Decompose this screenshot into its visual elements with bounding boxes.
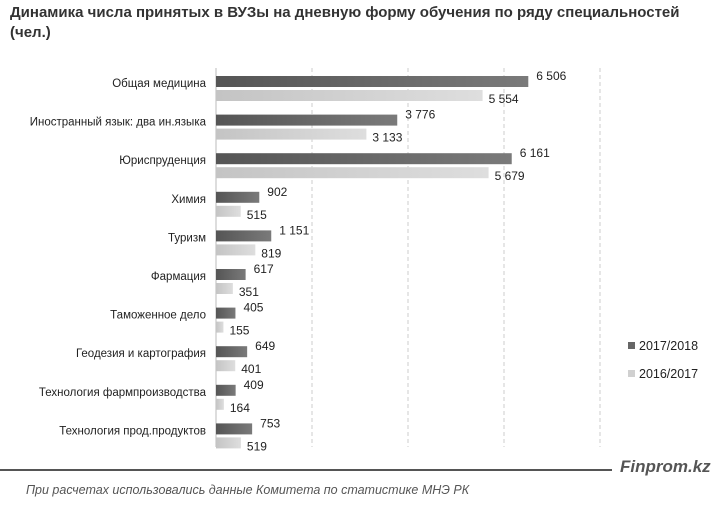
data-label: 649 <box>255 339 275 353</box>
bar-2016/2017 <box>216 360 236 372</box>
category-label: Иностранный язык: два ин.языка <box>30 117 207 129</box>
category-label: Технология фармпроизводства <box>39 387 207 399</box>
chart-title: Динамика числа принятых в ВУЗы на дневну… <box>10 4 680 41</box>
bar-2017/2018 <box>216 346 248 358</box>
data-label: 753 <box>260 416 280 430</box>
legend-swatch <box>628 370 635 377</box>
footer-divider <box>0 469 612 471</box>
bar-2017/2018 <box>216 269 246 280</box>
bar-2016/2017 <box>216 321 224 333</box>
bar-2017/2018 <box>216 230 272 242</box>
bar-2017/2018 <box>216 114 398 126</box>
data-label: 819 <box>261 246 281 260</box>
category-label: Технология прод.продуктов <box>59 425 206 437</box>
category-label: Геодезия и картография <box>76 348 206 360</box>
data-label: 5 554 <box>489 92 519 106</box>
bar-2017/2018 <box>216 191 260 203</box>
data-label: 3 776 <box>405 108 435 122</box>
category-label: Таможенное дело <box>110 310 206 322</box>
data-label: 1 151 <box>279 223 309 237</box>
data-label: 351 <box>239 285 259 299</box>
bar-2017/2018 <box>216 384 236 396</box>
data-label: 515 <box>247 208 267 222</box>
legend-label: 2017/2018 <box>639 339 698 353</box>
data-label: 902 <box>267 185 287 199</box>
data-label: 409 <box>244 378 264 392</box>
data-label: 617 <box>254 262 274 276</box>
data-label: 401 <box>241 362 261 376</box>
bar-2017/2018 <box>216 76 529 87</box>
bar-2017/2018 <box>216 153 512 165</box>
bar-2016/2017 <box>216 283 233 294</box>
legend-label: 2016/2017 <box>639 367 698 381</box>
data-label: 6 161 <box>520 146 550 160</box>
bar-2016/2017 <box>216 244 256 256</box>
bar-2016/2017 <box>216 90 483 101</box>
bar-2017/2018 <box>216 307 236 319</box>
brand-logo: Finprom.kz <box>620 457 711 476</box>
data-label: 155 <box>229 324 249 338</box>
data-label: 164 <box>230 401 250 415</box>
category-label: Юриспруденция <box>119 155 206 167</box>
bar-2016/2017 <box>216 167 489 179</box>
category-label: Туризм <box>168 232 206 244</box>
source-note: При расчетах использовались данные Комит… <box>26 483 470 497</box>
bar-2016/2017 <box>216 128 367 140</box>
data-label: 3 133 <box>372 131 402 145</box>
data-label: 5 679 <box>495 169 525 183</box>
data-label: 519 <box>247 439 267 453</box>
category-label: Общая медицина <box>112 78 206 90</box>
bar-2017/2018 <box>216 423 253 435</box>
bar-2016/2017 <box>216 398 224 410</box>
data-label: 6 506 <box>536 69 566 83</box>
category-label: Химия <box>171 194 206 206</box>
category-label: Фармация <box>151 271 206 283</box>
bar-2016/2017 <box>216 437 241 449</box>
legend-swatch <box>628 342 635 349</box>
bar-2016/2017 <box>216 205 241 217</box>
data-label: 405 <box>243 301 263 315</box>
